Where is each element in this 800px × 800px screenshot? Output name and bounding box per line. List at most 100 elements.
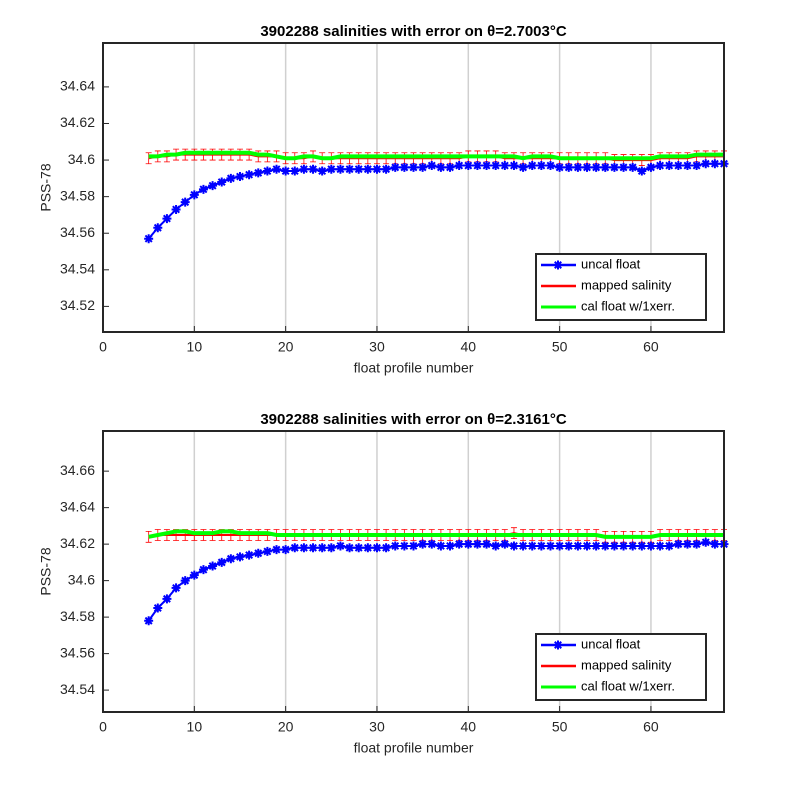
x-tick-label: 10 [187,339,203,355]
y-tick-label: 34.6 [68,151,95,167]
x-tick-label: 50 [552,719,568,735]
marker [545,541,555,551]
x-tick-label: 40 [461,339,477,355]
marker [673,161,683,171]
legend-label: cal float w/1xerr. [581,298,675,313]
marker [555,541,565,551]
y-axis-label: PSS-78 [38,163,54,211]
legend-label: uncal float [581,636,641,651]
marker [536,541,546,551]
marker [317,543,327,553]
marker [144,234,154,244]
marker [153,603,163,613]
y-tick-label: 34.56 [60,644,95,660]
marker [701,537,711,547]
legend-label: mapped salinity [581,277,672,292]
marker [244,170,254,180]
marker [198,184,208,194]
marker [710,539,720,549]
marker [655,161,665,171]
marker [482,161,492,171]
marker [208,181,218,191]
marker [454,539,464,549]
marker [436,541,446,551]
marker [399,541,409,551]
subplot: 0 10 20 30 40 50 60 34.54 34.56 34.58 34.6 34.62 34.… [38,411,729,756]
x-tick-label: 60 [643,339,659,355]
marker [573,162,583,172]
series-line [147,541,724,622]
marker [436,162,446,172]
legend-label: cal float w/1xerr. [581,678,675,693]
marker [326,164,336,174]
marker [682,539,692,549]
marker [217,177,227,187]
marker [354,543,364,553]
y-tick-label: 34.58 [60,187,95,203]
marker [619,541,629,551]
legend-label: uncal float [581,256,641,271]
marker [409,162,418,172]
y-tick-label: 34.64 [60,78,95,94]
marker [335,541,345,551]
marker [472,539,482,549]
marker [555,162,565,172]
marker [226,554,236,564]
y-axis-label: PSS-78 [38,547,54,595]
marker [637,541,647,551]
marker [244,550,254,560]
marker [290,166,300,176]
marker [609,162,619,172]
marker [509,541,519,551]
marker [509,161,519,171]
marker [345,164,355,174]
x-tick-label: 10 [187,719,203,735]
x-tick-label: 30 [369,339,385,355]
marker [491,161,501,171]
marker [189,570,199,580]
y-tick-label: 34.54 [60,261,95,277]
series-line [148,150,724,161]
y-tick-label: 34.62 [60,535,95,551]
x-tick-label: 0 [99,339,107,355]
marker [628,162,638,172]
marker [345,543,355,553]
legend: uncal float mapped salinity cal float w/1x… [535,633,707,701]
marker [390,541,400,551]
y-tick-label: 34.54 [60,681,95,697]
marker [482,539,492,549]
marker [363,543,373,553]
series-line [148,529,724,539]
marker [637,166,647,176]
marker [710,159,720,169]
marker [272,545,282,555]
y-tick-label: 34.64 [60,498,95,514]
marker [472,161,482,171]
marker [317,166,327,176]
marker [308,164,318,174]
marker [226,173,236,183]
marker [381,164,391,174]
axes-box [102,42,725,333]
marker [235,172,245,182]
marker [463,161,473,171]
marker [646,541,656,551]
y-tick-label: 34.58 [60,608,95,624]
y-tick-label: 34.56 [60,224,95,240]
marker [682,161,692,171]
marker [664,161,674,171]
x-tick-label: 40 [461,719,477,735]
marker [454,161,464,171]
marker [162,594,172,604]
marker [326,543,336,553]
marker [308,543,318,553]
legend-marker [553,260,563,270]
marker [609,541,619,551]
marker [582,162,592,172]
chart-title: 3902288 salinities with error on θ=2.700… [260,23,567,40]
x-tick-label: 20 [278,339,294,355]
x-tick-label: 0 [99,719,107,735]
marker [390,162,400,172]
marker [171,204,181,214]
marker [418,539,428,549]
